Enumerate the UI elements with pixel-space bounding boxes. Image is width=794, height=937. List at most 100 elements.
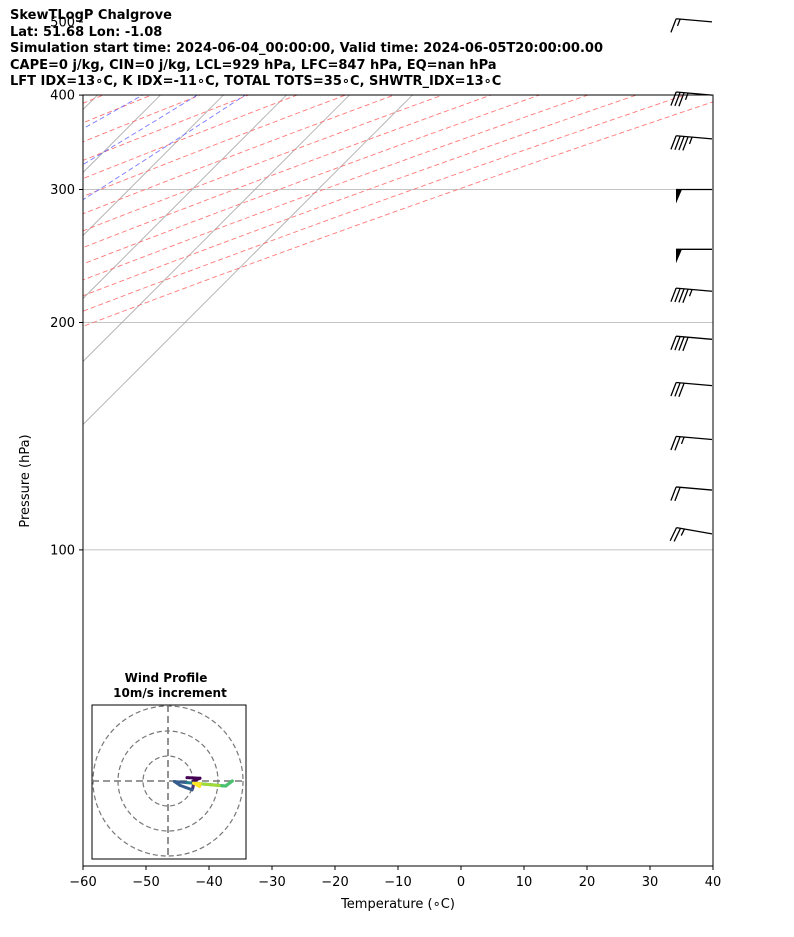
- dewpoint-line: [0, 0, 500, 550]
- wind-barb-half: [688, 136, 693, 145]
- hodograph-subtitle: 10m/s increment: [113, 686, 227, 700]
- isotherm-line: [83, 95, 225, 237]
- x-tick-label: 40: [705, 875, 722, 890]
- wind-barb-full: [678, 92, 685, 107]
- hodograph-background: [91, 704, 247, 860]
- moist-adiabat-line: [0, 0, 446, 550]
- wind-barb-shaft: [676, 18, 713, 23]
- wind-barb-half: [680, 436, 685, 445]
- isotherm-line: [0, 0, 225, 550]
- moist-adiabat-line: [0, 0, 477, 550]
- y-tick-label: 400: [50, 89, 75, 104]
- dry-adiabat-line: [83, 95, 347, 197]
- dry-adiabat-line: [83, 95, 250, 161]
- wind-barb-full: [678, 336, 685, 351]
- isotherm-line: [83, 95, 288, 300]
- dry-adiabat-line: [83, 95, 299, 180]
- moist-adiabat-line: [0, 0, 540, 550]
- moist-adiabat-line: [0, 0, 509, 550]
- hodograph-trace-segment: [178, 783, 194, 792]
- hodograph-trace-segment: [192, 781, 202, 789]
- moist-adiabat-line: [0, 0, 383, 550]
- hodograph-inset: Wind Profile 10m/s increment: [91, 671, 247, 860]
- wind-barb-full: [670, 287, 677, 302]
- isotherm-line: [0, 0, 99, 550]
- wind-barb-full: [673, 528, 682, 542]
- cape-text: CAPE=0 j/kg, CIN=0 j/kg, LCL=929 hPa, LF…: [10, 57, 497, 73]
- wind-barb-full: [670, 486, 677, 501]
- dry-adiabat-line: [83, 95, 493, 249]
- x-tick-label: −40: [195, 875, 222, 890]
- isotherm-line: [0, 0, 288, 550]
- location-text: Lat: 51.68 Lon: -1.08: [10, 24, 163, 40]
- wind-barb-shaft: [676, 381, 713, 387]
- wind-barb: [670, 381, 713, 398]
- wind-barb-half: [684, 92, 689, 101]
- x-tick-label: −20: [321, 875, 348, 890]
- wind-barb-half: [676, 18, 681, 27]
- dry-adiabat-line: [0, 0, 501, 550]
- moist-adiabat-line: [83, 95, 144, 130]
- wind-barb-shaft: [676, 135, 713, 140]
- hodograph-trace-segment: [204, 782, 221, 787]
- x-tick-label: −50: [132, 875, 159, 890]
- dry-adiabat-line: [83, 95, 687, 312]
- moist-adiabat-line: [0, 0, 351, 550]
- wind-barb-full: [670, 335, 677, 351]
- wind-barb-full: [678, 136, 685, 151]
- wind-barb-full: [669, 527, 678, 542]
- dry-adiabat-line: [0, 0, 757, 550]
- wind-barb: [670, 287, 713, 303]
- dry-adiabat-line: [0, 0, 794, 550]
- dry-adiabat-line: [0, 0, 310, 550]
- wind-barb-shaft: [676, 335, 713, 340]
- wind-barb: [670, 135, 713, 151]
- wind-barb-full: [682, 288, 689, 303]
- wind-barb-full: [674, 382, 681, 397]
- wind-barb-full: [670, 135, 677, 150]
- dry-adiabat-line: [83, 95, 590, 281]
- dry-adiabat-line: [83, 95, 444, 232]
- wind-barb-full: [674, 92, 681, 107]
- dry-adiabat-line: [83, 101, 713, 327]
- x-tick-label: −10: [384, 875, 411, 890]
- wind-barb-half: [680, 528, 686, 536]
- hodograph-plot: [92, 705, 246, 859]
- wind-barb-full: [670, 382, 677, 397]
- indices-text: LFT IDX=13∘C, K IDX=-11∘C, TOTAL TOTS=35…: [10, 74, 502, 89]
- x-tick-label: −60: [69, 875, 96, 890]
- dry-adiabat-line: [83, 95, 105, 104]
- dry-adiabat-line: [0, 0, 693, 550]
- wind-barb-full: [670, 18, 677, 33]
- moist-adiabat-line: [83, 95, 247, 201]
- cape-cin-shading: [0, 0, 531, 550]
- wind-barb: [670, 91, 713, 107]
- dry-adiabat-line: [83, 95, 638, 297]
- y-tick-label: 300: [50, 183, 75, 198]
- wind-barb-shaft: [676, 486, 713, 491]
- wind-barb: [670, 18, 713, 33]
- wind-barb: [676, 188, 712, 204]
- x-tick-label: −30: [258, 875, 285, 890]
- isotherm-line: [83, 95, 414, 426]
- wind-barb-shaft: [676, 435, 713, 441]
- wind-barb-full: [678, 382, 685, 398]
- wind-barb: [676, 248, 712, 264]
- x-tick-label: 20: [579, 875, 596, 890]
- chart-title: SkewTLogP Chalgrove: [10, 8, 172, 23]
- x-tick-label: 0: [457, 875, 465, 890]
- dry-adiabat-line: [0, 0, 794, 550]
- wind-barb-shaft: [676, 287, 713, 292]
- wind-barb-full: [674, 288, 681, 303]
- moist-adiabat-line: [0, 0, 414, 550]
- dry-adiabat-line: [0, 0, 565, 550]
- dry-adiabat-line: [0, 0, 373, 550]
- wind-barb-full: [678, 288, 685, 303]
- wind-barb-half: [688, 289, 693, 297]
- y-tick-label: 100: [50, 543, 75, 558]
- dry-adiabat-line: [83, 95, 396, 215]
- wind-barb: [670, 435, 713, 451]
- y-tick-label: 200: [50, 316, 75, 331]
- wind-barb-full: [674, 336, 681, 351]
- wind-barb-full: [682, 136, 689, 151]
